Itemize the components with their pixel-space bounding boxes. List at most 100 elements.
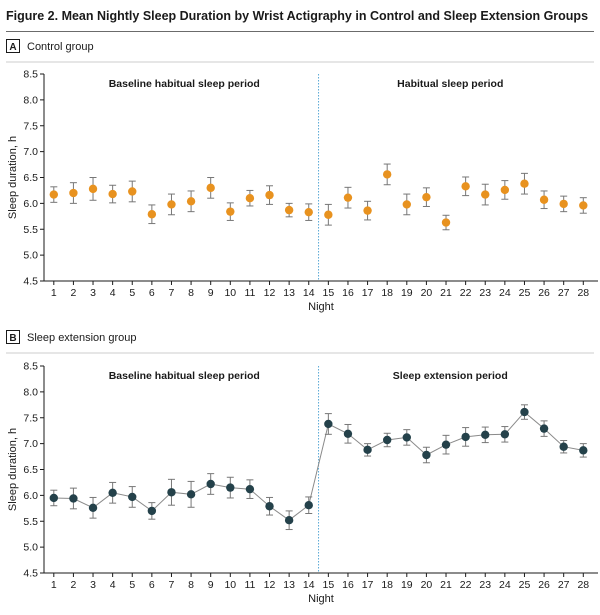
panel-b-x-tick-label: 20 <box>421 579 433 591</box>
panel-b-data-point <box>69 494 78 503</box>
panel-b-y-tick-label: 6.5 <box>23 464 38 476</box>
panel-a-data-point <box>88 184 98 194</box>
panel-a-data-point <box>108 189 117 199</box>
panel-a-period-label-baseline: Baseline habitual sleep period <box>109 78 260 90</box>
panel-b-y-tick-label: 5.5 <box>23 516 38 528</box>
panel-b-x-tick-label: 27 <box>558 579 570 591</box>
panel-a-data-point <box>579 201 588 210</box>
panel-b-x-tick-label: 10 <box>224 579 236 591</box>
panel-a-x-tick-label: 20 <box>421 287 433 299</box>
panel-b-data-point <box>382 435 392 445</box>
panel-a-title: Control group <box>27 41 94 53</box>
panel-b-y-tick-label: 6.0 <box>23 490 38 502</box>
panel-a-x-tick-label: 24 <box>499 287 511 299</box>
panel-b-data-point <box>481 430 490 440</box>
panel-a-data-point <box>206 183 215 193</box>
panel-b-data-point <box>422 450 431 460</box>
panel-a-letter-box <box>6 39 20 53</box>
panel-a-y-tick-label: 6.0 <box>23 198 38 210</box>
panel-b-x-tick-label: 14 <box>303 579 315 591</box>
panel-a-data-point <box>304 207 313 217</box>
panel-b-x-tick-label: 15 <box>323 579 335 591</box>
panel-a-letter: A <box>9 42 16 53</box>
panel-b-y-tick-label: 8.5 <box>23 361 38 373</box>
panel-a-x-tick-label: 21 <box>440 287 452 299</box>
panel-a-x-tick-label: 2 <box>70 287 76 299</box>
panel-a-x-tick-label: 7 <box>169 287 175 299</box>
panel-a-period-label-second: Habitual sleep period <box>397 78 503 90</box>
panel-b-x-tick-label: 2 <box>70 579 76 591</box>
panel-b-data-point <box>579 446 588 455</box>
panel-b-data-point <box>226 483 235 492</box>
panel-a-x-tick-label: 25 <box>519 287 531 299</box>
panel-b-series-line <box>53 411 584 521</box>
panel-a-x-tick-label: 27 <box>558 287 570 299</box>
panel-a-data-point <box>422 192 431 202</box>
figure-title: Figure 2. Mean Nightly Sleep Duration by… <box>6 9 589 23</box>
panel-a-x-tick-label: 1 <box>51 287 57 299</box>
panel-b-period-label-second: Sleep extension period <box>393 370 508 382</box>
panel-a-y-axis-label: Sleep duration, h <box>7 136 19 219</box>
panel-b-data-point <box>343 429 353 438</box>
panel-b-data-point <box>167 488 176 497</box>
panel-b-x-tick-label: 24 <box>499 579 511 591</box>
panel-a-y-tick-label: 5.0 <box>23 250 38 262</box>
panel-a-x-tick-label: 8 <box>188 287 194 299</box>
title-rule <box>6 31 594 32</box>
panel-a-x-tick-label: 9 <box>208 287 214 299</box>
panel-a-y-tick-label: 7.5 <box>23 120 38 132</box>
panel-a-x-tick-label: 22 <box>460 287 472 299</box>
panel-b-data-point <box>520 407 529 417</box>
panel-a-data-point <box>324 210 333 219</box>
panel-a-x-tick-label: 17 <box>362 287 374 299</box>
panel-a-x-tick-label: 10 <box>224 287 236 299</box>
panel-a-data-point <box>343 193 353 202</box>
panel-a-y-tick-label: 7.0 <box>23 146 38 158</box>
panel-a-data-point <box>284 205 294 215</box>
panel-a-x-tick-label: 28 <box>577 287 589 299</box>
panel-a-data-point <box>500 185 510 195</box>
panel-b-y-tick-label: 8.0 <box>23 386 38 398</box>
panel-b-data-point <box>324 419 333 429</box>
panel-b-data-point <box>206 479 215 489</box>
panel-b-x-tick-label: 8 <box>188 579 194 591</box>
panel-b-data-point <box>49 493 59 503</box>
panel-b-y-tick-label: 7.5 <box>23 412 38 424</box>
panel-b-x-tick-label: 26 <box>538 579 550 591</box>
panel-a-x-tick-label: 18 <box>381 287 393 299</box>
panel-a-x-axis-label: Night <box>308 301 334 313</box>
panel-a-data-point <box>520 179 529 188</box>
panel-b-x-tick-label: 16 <box>342 579 354 591</box>
panel-b-x-tick-label: 23 <box>479 579 491 591</box>
panel-b-x-tick-label: 5 <box>129 579 135 591</box>
panel-b-data-point <box>402 433 411 442</box>
panel-b-letter: B <box>9 333 16 344</box>
panel-b-letter-box <box>6 330 20 344</box>
panel-b-data-point <box>265 502 274 511</box>
panel-a-x-tick-label: 16 <box>342 287 354 299</box>
panel-a-x-tick-label: 19 <box>401 287 413 299</box>
panel-b-data-point <box>500 430 510 439</box>
panel-a-data-point <box>128 187 137 196</box>
panel-b-x-tick-label: 19 <box>401 579 413 591</box>
panel-b-x-tick-label: 4 <box>110 579 116 591</box>
panel-a-data-point <box>481 190 490 199</box>
panel-b-y-tick-label: 4.5 <box>23 568 38 580</box>
panel-b-data-point <box>441 440 451 449</box>
panel-b-y-axis-label: Sleep duration, h <box>7 428 19 511</box>
panel-b-data-point <box>363 445 372 455</box>
panel-b-x-tick-label: 18 <box>381 579 393 591</box>
panel-b-data-point <box>245 484 255 494</box>
panel-a-y-tick-label: 8.0 <box>23 94 38 106</box>
panel-b-x-tick-label: 3 <box>90 579 96 591</box>
panel-b-x-tick-label: 6 <box>149 579 155 591</box>
panel-b-data-point <box>304 501 313 510</box>
panel-a-data-point <box>265 190 274 200</box>
panel-a-data-point <box>49 190 59 199</box>
panel-a-y-tick-label: 8.5 <box>23 69 38 81</box>
panel-a-x-tick-label: 15 <box>323 287 335 299</box>
panel-b-title: Sleep extension group <box>27 332 136 344</box>
panel-b-data-point <box>128 492 137 502</box>
